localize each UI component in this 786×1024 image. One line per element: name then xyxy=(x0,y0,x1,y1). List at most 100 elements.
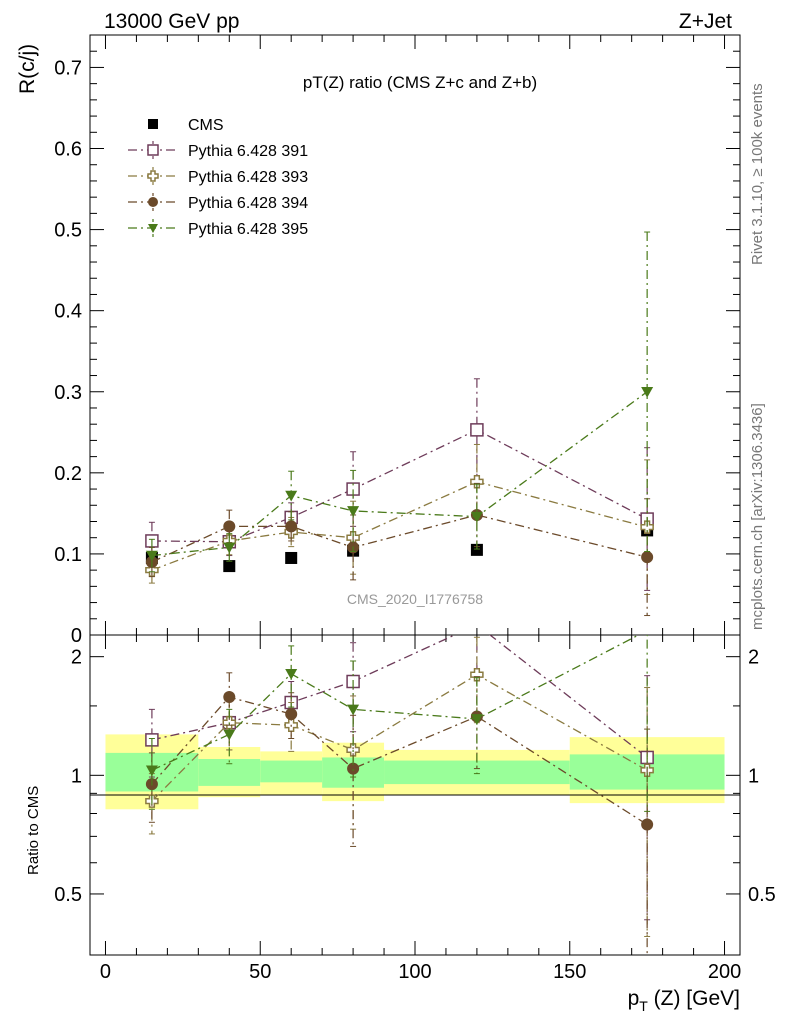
legend-label: Pythia 6.428 393 xyxy=(188,169,308,186)
marker-shape xyxy=(641,386,654,398)
marker-shape xyxy=(148,119,158,129)
header-left-label: 13000 GeV pp xyxy=(104,10,239,33)
main-series-group xyxy=(145,231,654,617)
y-tick-label: 0.7 xyxy=(54,57,82,79)
y-tick-label: 0.4 xyxy=(54,301,82,323)
legend-entry-1: Pythia 6.428 391 xyxy=(128,141,308,160)
series-3-ratio-point xyxy=(223,691,236,704)
marker-shape xyxy=(470,714,483,725)
series-4-point xyxy=(470,511,483,523)
series-1-ratio-line xyxy=(151,635,648,758)
marker-shape xyxy=(223,729,236,741)
legend-entry-3: Pythia 6.428 394 xyxy=(128,193,308,212)
marker-shape xyxy=(145,550,158,562)
marker-shape xyxy=(347,704,360,716)
marker-shape xyxy=(470,667,484,682)
marker-shape xyxy=(347,762,360,775)
x-axis-label: pT (Z) [GeV] xyxy=(628,987,740,1014)
marker-shape xyxy=(285,490,298,502)
series-4-ratio-point xyxy=(646,635,648,637)
axis-ticks: 0 50 100 150 200 0 0.1 0.2 0.3 0.4 0.5 0.6 0.7 0.5 0.5… xyxy=(54,35,776,983)
series-4-point xyxy=(641,386,654,398)
marker-shape xyxy=(148,224,158,233)
series-4-ratio-line xyxy=(151,635,640,771)
marker-shape xyxy=(285,520,298,533)
series-3-ratio-point xyxy=(641,818,654,831)
legend: CMS Pythia 6.428 391 Pythia 6.428 393 Pythi… xyxy=(128,117,308,238)
legend-marker xyxy=(147,144,159,156)
series-0-point xyxy=(285,551,298,564)
legend-entry-0: CMS xyxy=(148,117,224,134)
y-tick-label: 0 xyxy=(71,625,82,647)
legend-entry-4: Pythia 6.428 395 xyxy=(128,219,308,238)
marker-shape xyxy=(347,506,360,517)
series-2-line xyxy=(151,481,648,571)
legend-marker xyxy=(147,170,159,182)
y-tick-label: 0.6 xyxy=(54,139,82,161)
ratio-uncertainty-bands xyxy=(105,734,725,810)
x-axis-label-main: p xyxy=(628,987,640,1010)
band-inner-2 xyxy=(260,760,323,783)
x-tick-label: 0 xyxy=(100,961,111,983)
y-tick-label: 0.2 xyxy=(54,463,82,485)
y-tick-label: 0.3 xyxy=(54,382,82,404)
mcplots-label: mcplots.cern.ch [arXiv:1306.3436] xyxy=(749,403,766,630)
series-4-point xyxy=(223,542,236,554)
ratio-series-group xyxy=(145,635,654,955)
series-2-point xyxy=(470,475,484,489)
marker-shape xyxy=(285,708,298,721)
series-0-point xyxy=(223,560,236,573)
marker-shape xyxy=(641,551,654,564)
series-4-point xyxy=(285,490,298,502)
marker-shape xyxy=(646,635,648,637)
x-tick-label: 100 xyxy=(398,961,431,983)
series-4-ratio-point xyxy=(145,765,158,777)
y-axis-label: R(c/j) xyxy=(16,44,39,94)
marker-shape xyxy=(640,520,654,534)
marker-shape xyxy=(148,197,158,207)
marker-shape xyxy=(145,765,158,777)
series-2-ratio-point xyxy=(470,667,484,682)
marker-shape xyxy=(470,475,484,489)
chart-title: pT(Z) ratio (CMS Z+c and Z+b) xyxy=(303,73,537,92)
series-1-point xyxy=(470,423,484,437)
series-3-point xyxy=(223,520,236,533)
header-right-label: Z+Jet xyxy=(679,10,732,33)
ratio-y-tick-label-right: 1 xyxy=(748,765,759,787)
series-3-ratio-line xyxy=(151,696,648,826)
marker-shape xyxy=(147,144,159,156)
ratio-y-axis-label: Ratio to CMS xyxy=(25,786,42,875)
legend-entry-2: Pythia 6.428 393 xyxy=(128,167,308,186)
ratio-y-tick-label: 2 xyxy=(71,647,82,669)
series-4-point xyxy=(347,506,360,517)
legend-label: CMS xyxy=(188,117,224,134)
legend-marker xyxy=(148,197,158,207)
marker-shape xyxy=(470,511,483,523)
x-axis-label-rest: (Z) [GeV] xyxy=(648,987,740,1010)
ratio-y-tick-label-right: 0.5 xyxy=(748,884,776,906)
series-4-point xyxy=(145,550,158,562)
y-tick-label: 0.5 xyxy=(54,220,82,242)
series-4-ratio-point xyxy=(470,714,483,725)
marker-shape xyxy=(285,668,298,680)
series-3-point xyxy=(641,551,654,564)
legend-marker xyxy=(148,119,158,129)
marker-shape xyxy=(147,170,159,182)
series-3-ratio-point xyxy=(347,762,360,775)
series-4-ratio-point xyxy=(347,704,360,716)
x-tick-label: 200 xyxy=(708,961,741,983)
analysis-label: CMS_2020_I1776758 xyxy=(347,591,483,607)
series-2-point xyxy=(640,520,654,534)
series-4-ratio-point xyxy=(285,668,298,680)
series-4-line xyxy=(151,391,648,557)
marker-shape xyxy=(223,691,236,704)
ratio-y-tick-label: 1 xyxy=(71,765,82,787)
y-tick-label: 0.1 xyxy=(54,544,82,566)
legend-label: Pythia 6.428 395 xyxy=(188,221,308,238)
legend-label: Pythia 6.428 391 xyxy=(188,143,308,160)
marker-shape xyxy=(223,520,236,533)
series-3-line xyxy=(151,514,648,563)
ratio-y-tick-label-right: 2 xyxy=(748,647,759,669)
marker-shape xyxy=(223,542,236,554)
